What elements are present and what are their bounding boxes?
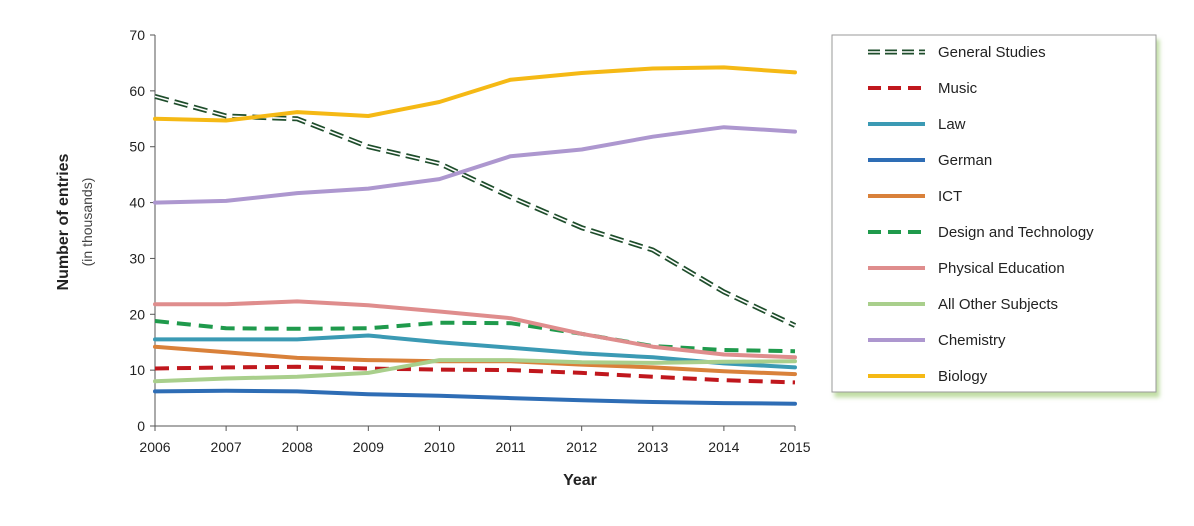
x-tick-label: 2006 — [139, 439, 170, 455]
chart-axes: 0 10 20 30 40 50 60 70 2006 2007 2008 2009 2010 2011 2… — [129, 27, 810, 455]
legend-item-music: Music — [868, 80, 978, 97]
x-tick-label: 2012 — [566, 439, 597, 455]
legend-label: German — [938, 152, 992, 169]
x-tick-label: 2014 — [708, 439, 739, 455]
legend-label: Design and Technology — [938, 224, 1094, 241]
y-tick-label: 10 — [129, 362, 145, 378]
legend-item-german: German — [868, 152, 992, 169]
series-chemistry — [153, 125, 797, 205]
series-biology — [153, 65, 797, 123]
series-line-physical-education — [153, 299, 797, 360]
y-tick-label: 60 — [129, 83, 145, 99]
y-tick-label: 0 — [137, 418, 145, 434]
x-tick-label: 2009 — [353, 439, 384, 455]
legend-item-chemistry: Chemistry — [868, 332, 1006, 349]
series-physical-education — [153, 299, 797, 360]
legend-label: ICT — [938, 188, 962, 205]
x-tick-label: 2011 — [496, 439, 526, 455]
legend-item-general-studies: General Studies — [868, 44, 1046, 61]
series-music — [154, 364, 796, 385]
y-tick-label: 20 — [129, 306, 145, 322]
series-german — [153, 388, 797, 406]
series-line-german — [153, 388, 797, 406]
legend-label: Biology — [938, 368, 988, 385]
legend-item-all-other-subjects: All Other Subjects — [868, 296, 1058, 313]
x-tick-label: 2015 — [779, 439, 810, 455]
y-tick-label: 40 — [129, 195, 145, 211]
legend-label: Chemistry — [938, 332, 1006, 349]
x-tick-label: 2010 — [424, 439, 455, 455]
legend-label: General Studies — [938, 44, 1046, 61]
legend-item-law: Law — [868, 116, 966, 133]
series-design-and-technology — [154, 319, 796, 354]
y-axis-sublabel: (in thousands) — [79, 178, 95, 267]
series-line-all-other-subjects — [153, 358, 797, 384]
series-all-other-subjects — [153, 358, 797, 384]
legend-label: Physical Education — [938, 260, 1065, 277]
legend-item-biology: Biology — [868, 368, 988, 385]
legend-item-design-and-technology: Design and Technology — [868, 224, 1094, 241]
series-line-design-and-technology — [154, 319, 796, 354]
series-line-biology — [153, 65, 797, 123]
plot-area — [153, 65, 797, 406]
series-line-music — [154, 364, 796, 385]
legend-label: All Other Subjects — [938, 296, 1058, 313]
y-tick-label: 30 — [129, 250, 145, 266]
y-tick-label: 50 — [129, 139, 145, 155]
legend-label: Law — [938, 116, 966, 133]
y-axis-label: Number of entries — [55, 153, 72, 290]
series-line-chemistry — [153, 125, 797, 205]
legend-box — [831, 34, 1157, 393]
x-tick-label: 2013 — [637, 439, 668, 455]
x-tick-label: 2007 — [211, 439, 242, 455]
legend-item-physical-education: Physical Education — [868, 260, 1065, 277]
legend-label: Music — [938, 80, 978, 97]
legend: General Studies Music Law German ICT Design a… — [831, 34, 1157, 393]
x-axis-label: Year — [563, 472, 597, 489]
y-tick-label: 70 — [129, 27, 145, 43]
x-tick-label: 2008 — [282, 439, 313, 455]
legend-item-ict: ICT — [868, 188, 962, 205]
